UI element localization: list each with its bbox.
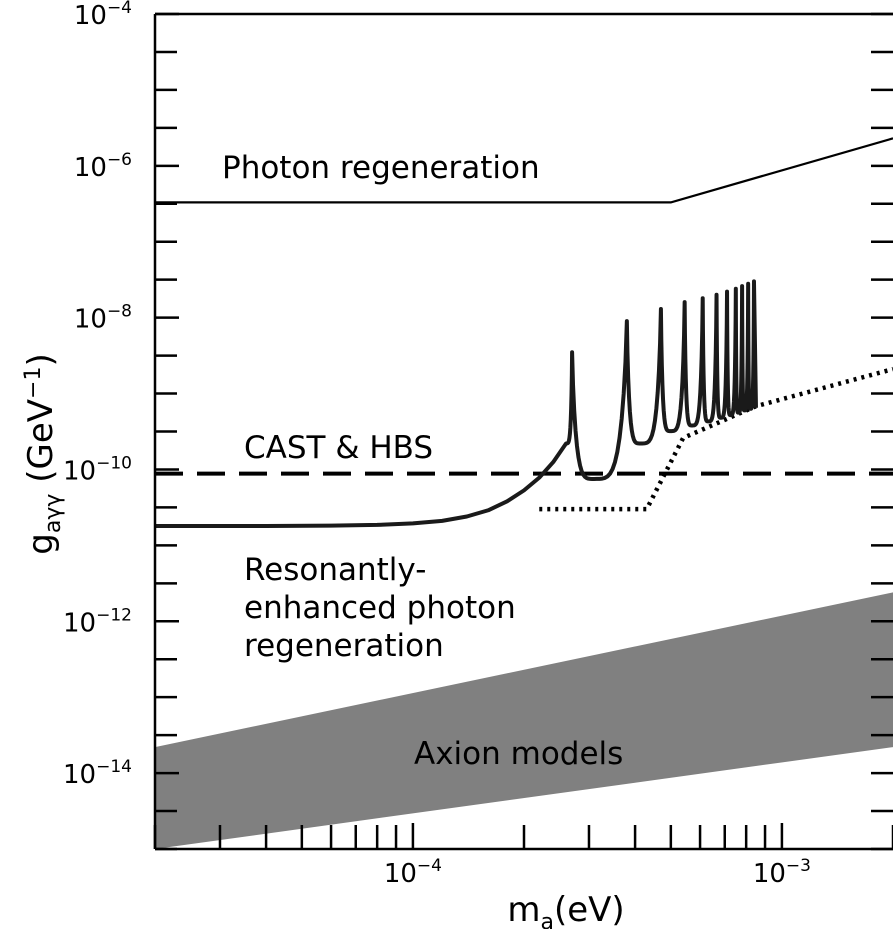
dotted-projection-line — [539, 366, 893, 512]
axion-models-band — [155, 592, 893, 849]
y-tick-label: 10−12 — [63, 605, 132, 638]
axion-models-band-layer — [155, 592, 893, 849]
annotation-cast-hbs: CAST & HBS — [244, 430, 433, 466]
annotation-photon-regeneration: Photon regeneration — [222, 150, 540, 186]
series-lines-layer — [155, 137, 893, 528]
y-tick-label: 10−10 — [63, 453, 132, 486]
y-tick-label: 10−14 — [63, 757, 132, 790]
photon-regeneration-line — [155, 137, 893, 204]
annotation-axion-models: Axion models — [414, 736, 623, 772]
y-tick-label: 10−8 — [74, 302, 132, 335]
text-layer: 10−4 10−6 10−8 10−10 10−12 10−14 10−4 10−3 ma(eV… — [21, 0, 811, 929]
y-tick-label: 10−4 — [74, 0, 132, 31]
x-axis-label: ma(eV) — [507, 890, 624, 929]
y-tick-label: 10−6 — [74, 150, 132, 183]
y-axis-label: gaγγ (GeV−1) — [21, 353, 66, 554]
resonantly-enhanced-line — [155, 279, 758, 528]
x-tick-label: 10−4 — [384, 856, 442, 889]
x-tick-label: 10−3 — [753, 856, 811, 889]
annotation-resonantly-enhanced: Resonantly-enhanced photon regeneration — [244, 552, 516, 664]
axes-layer — [153, 12, 893, 851]
